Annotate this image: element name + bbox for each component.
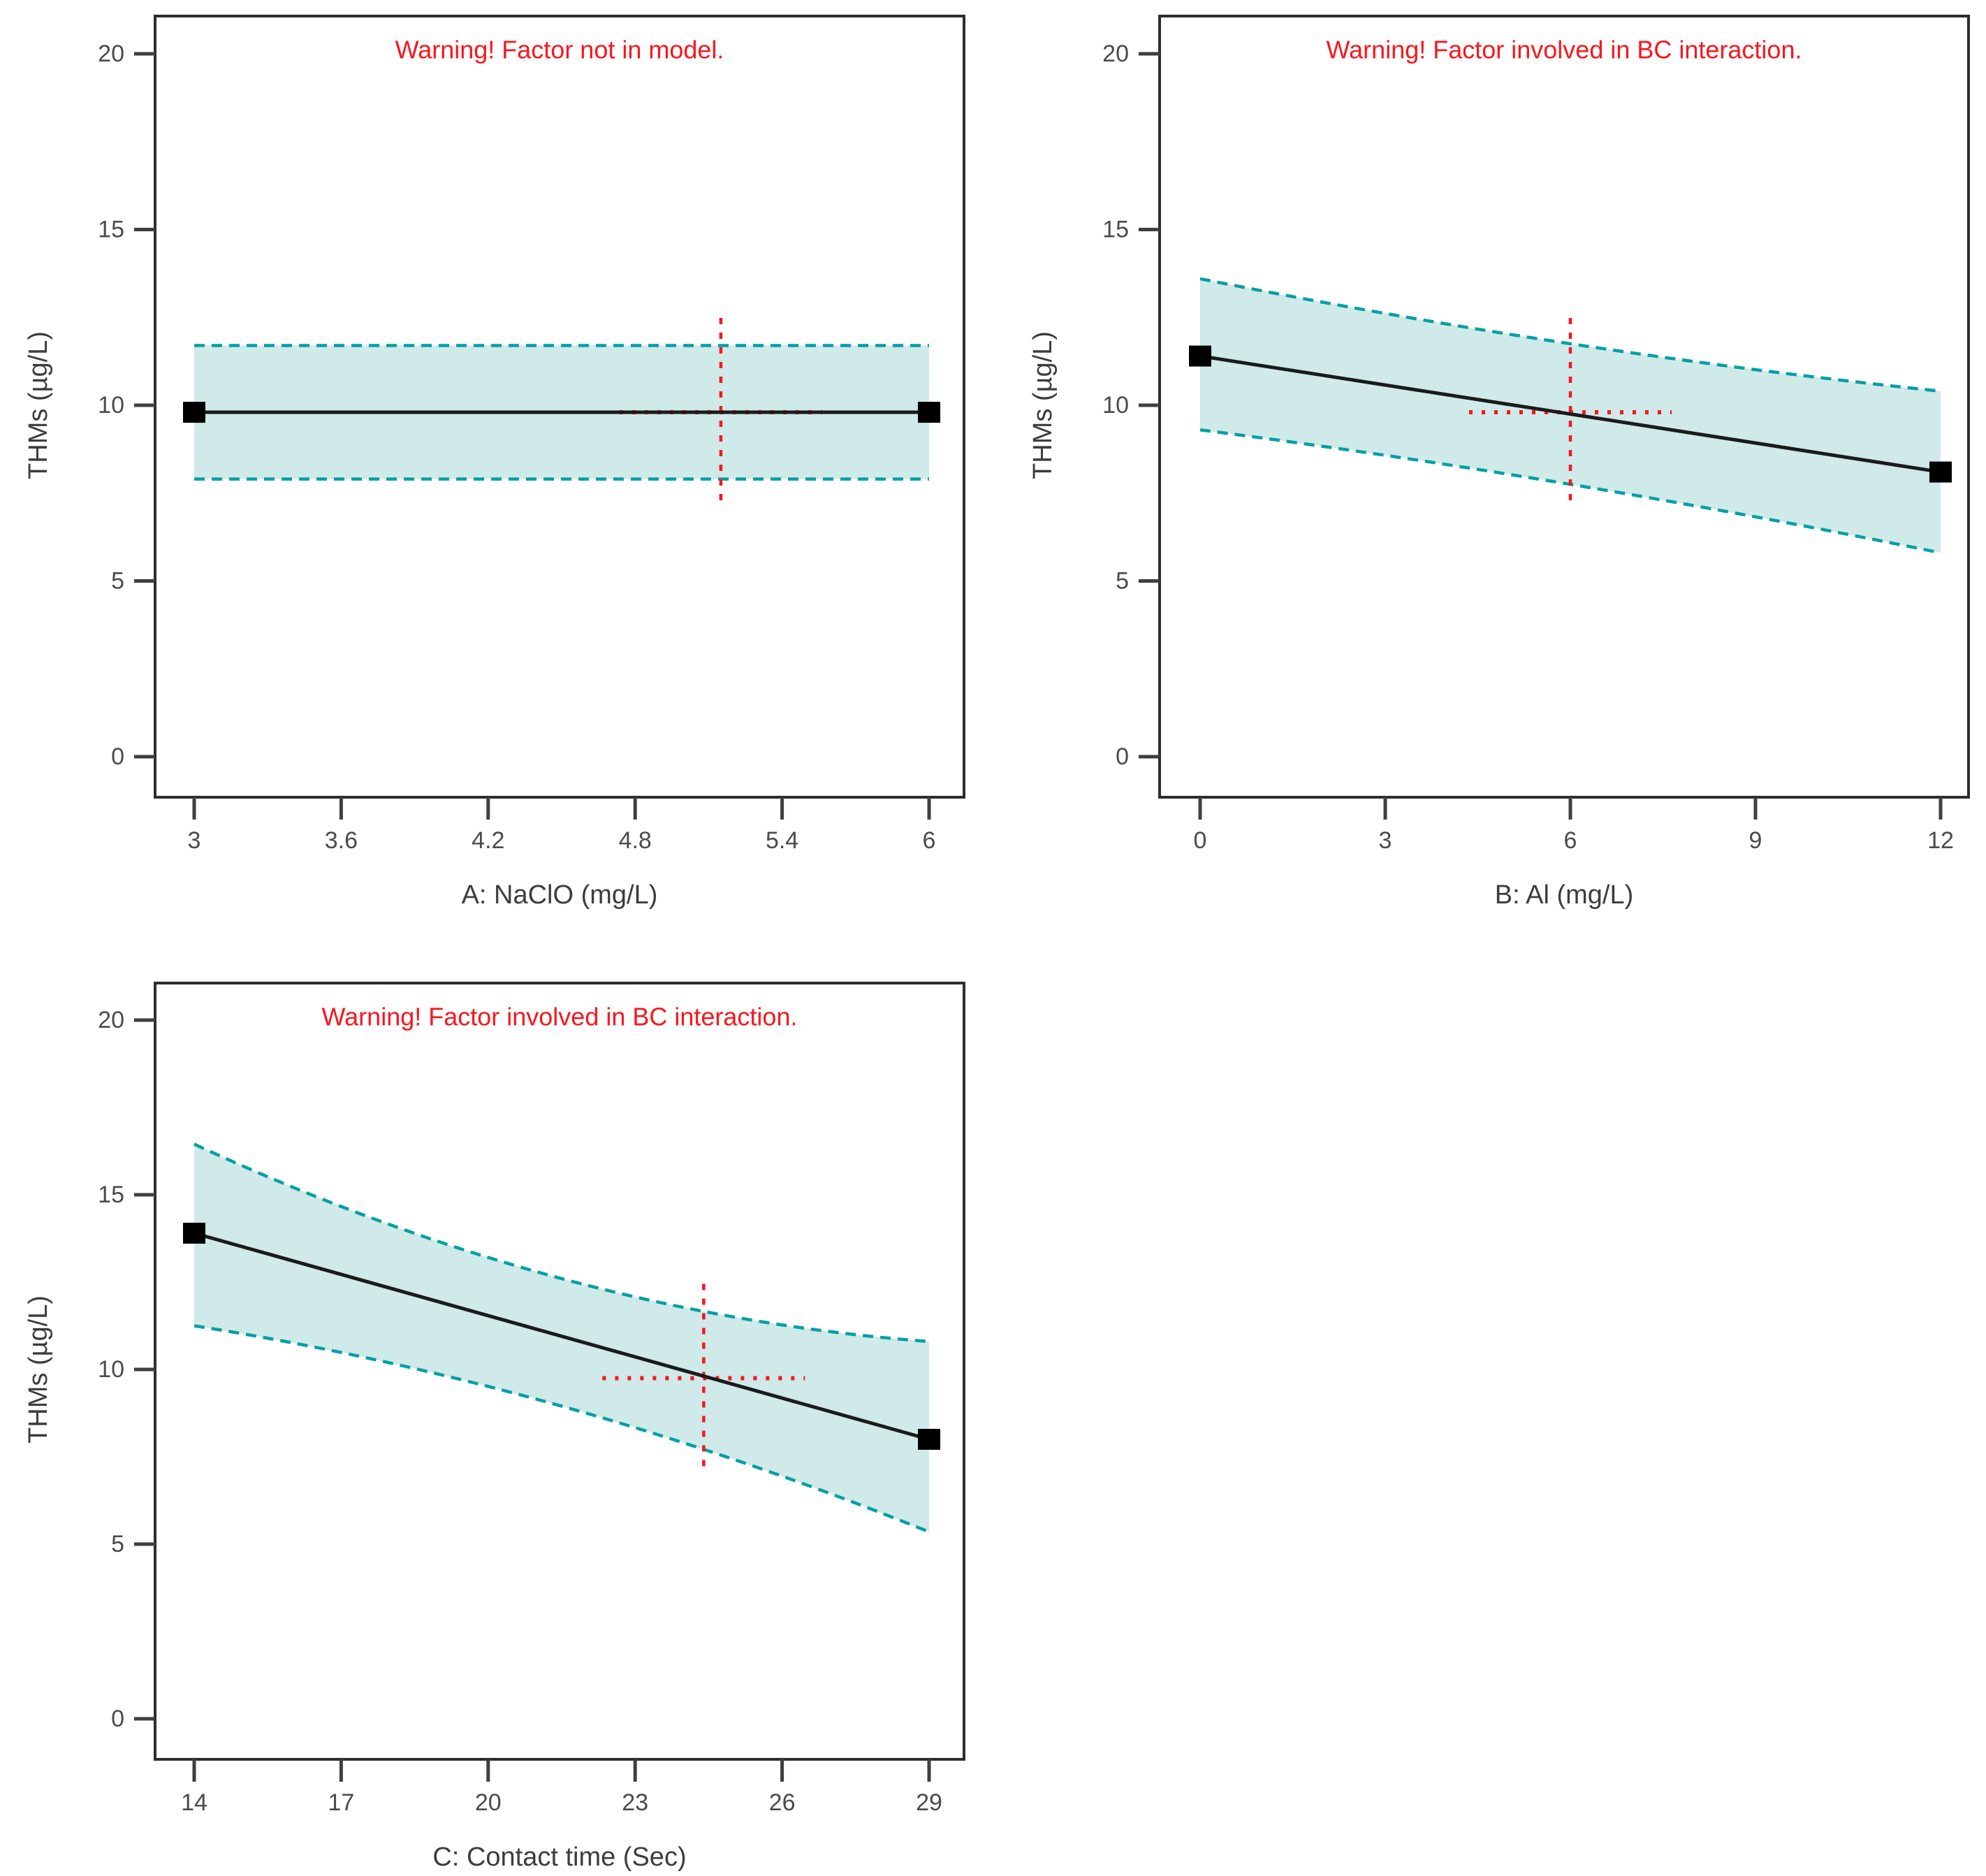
y-tick-label: 15 bbox=[1102, 217, 1129, 243]
design-point-marker bbox=[1929, 461, 1952, 483]
x-tick-label: 0 bbox=[1194, 827, 1207, 854]
y-tick-label: 0 bbox=[111, 1706, 124, 1732]
x-tick-label: 3.6 bbox=[325, 827, 358, 854]
y-tick-label: 15 bbox=[98, 1181, 124, 1208]
y-tick-label: 5 bbox=[1116, 568, 1129, 595]
warning-annotation: Warning! Factor not in model. bbox=[395, 36, 724, 64]
x-tick-label: 9 bbox=[1749, 827, 1762, 854]
x-tick-label: 3 bbox=[188, 827, 201, 854]
x-tick-label: 4.8 bbox=[619, 827, 652, 854]
y-tick-label: 20 bbox=[98, 41, 124, 67]
x-tick-label: 17 bbox=[328, 1789, 354, 1816]
y-tick-label: 10 bbox=[98, 1356, 124, 1383]
design-point-marker bbox=[183, 402, 205, 423]
design-point-marker bbox=[183, 1223, 205, 1244]
x-tick-label: 4.2 bbox=[472, 827, 504, 854]
warning-annotation: Warning! Factor involved in BC interacti… bbox=[322, 1003, 798, 1031]
x-tick-label: 12 bbox=[1927, 827, 1954, 854]
y-tick-label: 5 bbox=[111, 1531, 124, 1557]
y-tick-label: 20 bbox=[98, 1007, 124, 1033]
band-lower-edge bbox=[194, 1324, 930, 1534]
x-tick-label: 20 bbox=[475, 1789, 502, 1816]
prediction-line bbox=[1199, 354, 1941, 474]
effect-plot-c: 0 5 10 15 20 14 17 20 23 26 29 Warning! Factor invo… bbox=[24, 982, 965, 1872]
band-upper-edge bbox=[1199, 277, 1941, 393]
design-point-marker bbox=[918, 1429, 940, 1450]
x-tick-label: 5.4 bbox=[766, 827, 798, 854]
y-tick-label: 15 bbox=[98, 217, 124, 243]
y-axis-title: THMs (µg/L) bbox=[1028, 331, 1058, 479]
x-tick-label: 6 bbox=[1564, 827, 1577, 854]
y-tick-label: 5 bbox=[111, 568, 124, 595]
design-point-marker bbox=[918, 402, 940, 423]
x-axis-title: A: NaClO (mg/L) bbox=[462, 880, 658, 910]
x-tick-label: 3 bbox=[1379, 827, 1392, 854]
effect-plot-a: 0 5 10 15 20 3 3.6 4.2 4.8 5.4 6 Warning! Factor no… bbox=[24, 15, 965, 910]
y-axis-title: THMs (µg/L) bbox=[24, 331, 53, 479]
warning-annotation: Warning! Factor involved in BC interacti… bbox=[1327, 36, 1802, 64]
x-axis-title: B: Al (mg/L) bbox=[1495, 880, 1634, 910]
x-axis-title: C: Contact time (Sec) bbox=[432, 1842, 686, 1872]
x-tick-label: 26 bbox=[769, 1789, 796, 1816]
x-tick-label: 14 bbox=[181, 1789, 207, 1816]
effect-plot-b: 0 5 10 15 20 0 3 6 9 12 Warning! Factor involved i… bbox=[1028, 15, 1970, 910]
y-tick-label: 10 bbox=[1102, 392, 1129, 419]
y-axis-title: THMs (µg/L) bbox=[24, 1295, 53, 1444]
y-tick-label: 0 bbox=[1116, 743, 1129, 770]
prediction-line bbox=[194, 1231, 930, 1441]
x-tick-label: 29 bbox=[916, 1789, 942, 1816]
x-tick-label: 6 bbox=[923, 827, 936, 854]
y-tick-label: 0 bbox=[111, 743, 124, 770]
y-tick-label: 10 bbox=[98, 392, 124, 419]
x-tick-label: 23 bbox=[622, 1789, 648, 1816]
band-upper-edge bbox=[194, 1142, 930, 1344]
y-tick-label: 20 bbox=[1102, 41, 1129, 67]
design-point-marker bbox=[1189, 345, 1211, 367]
